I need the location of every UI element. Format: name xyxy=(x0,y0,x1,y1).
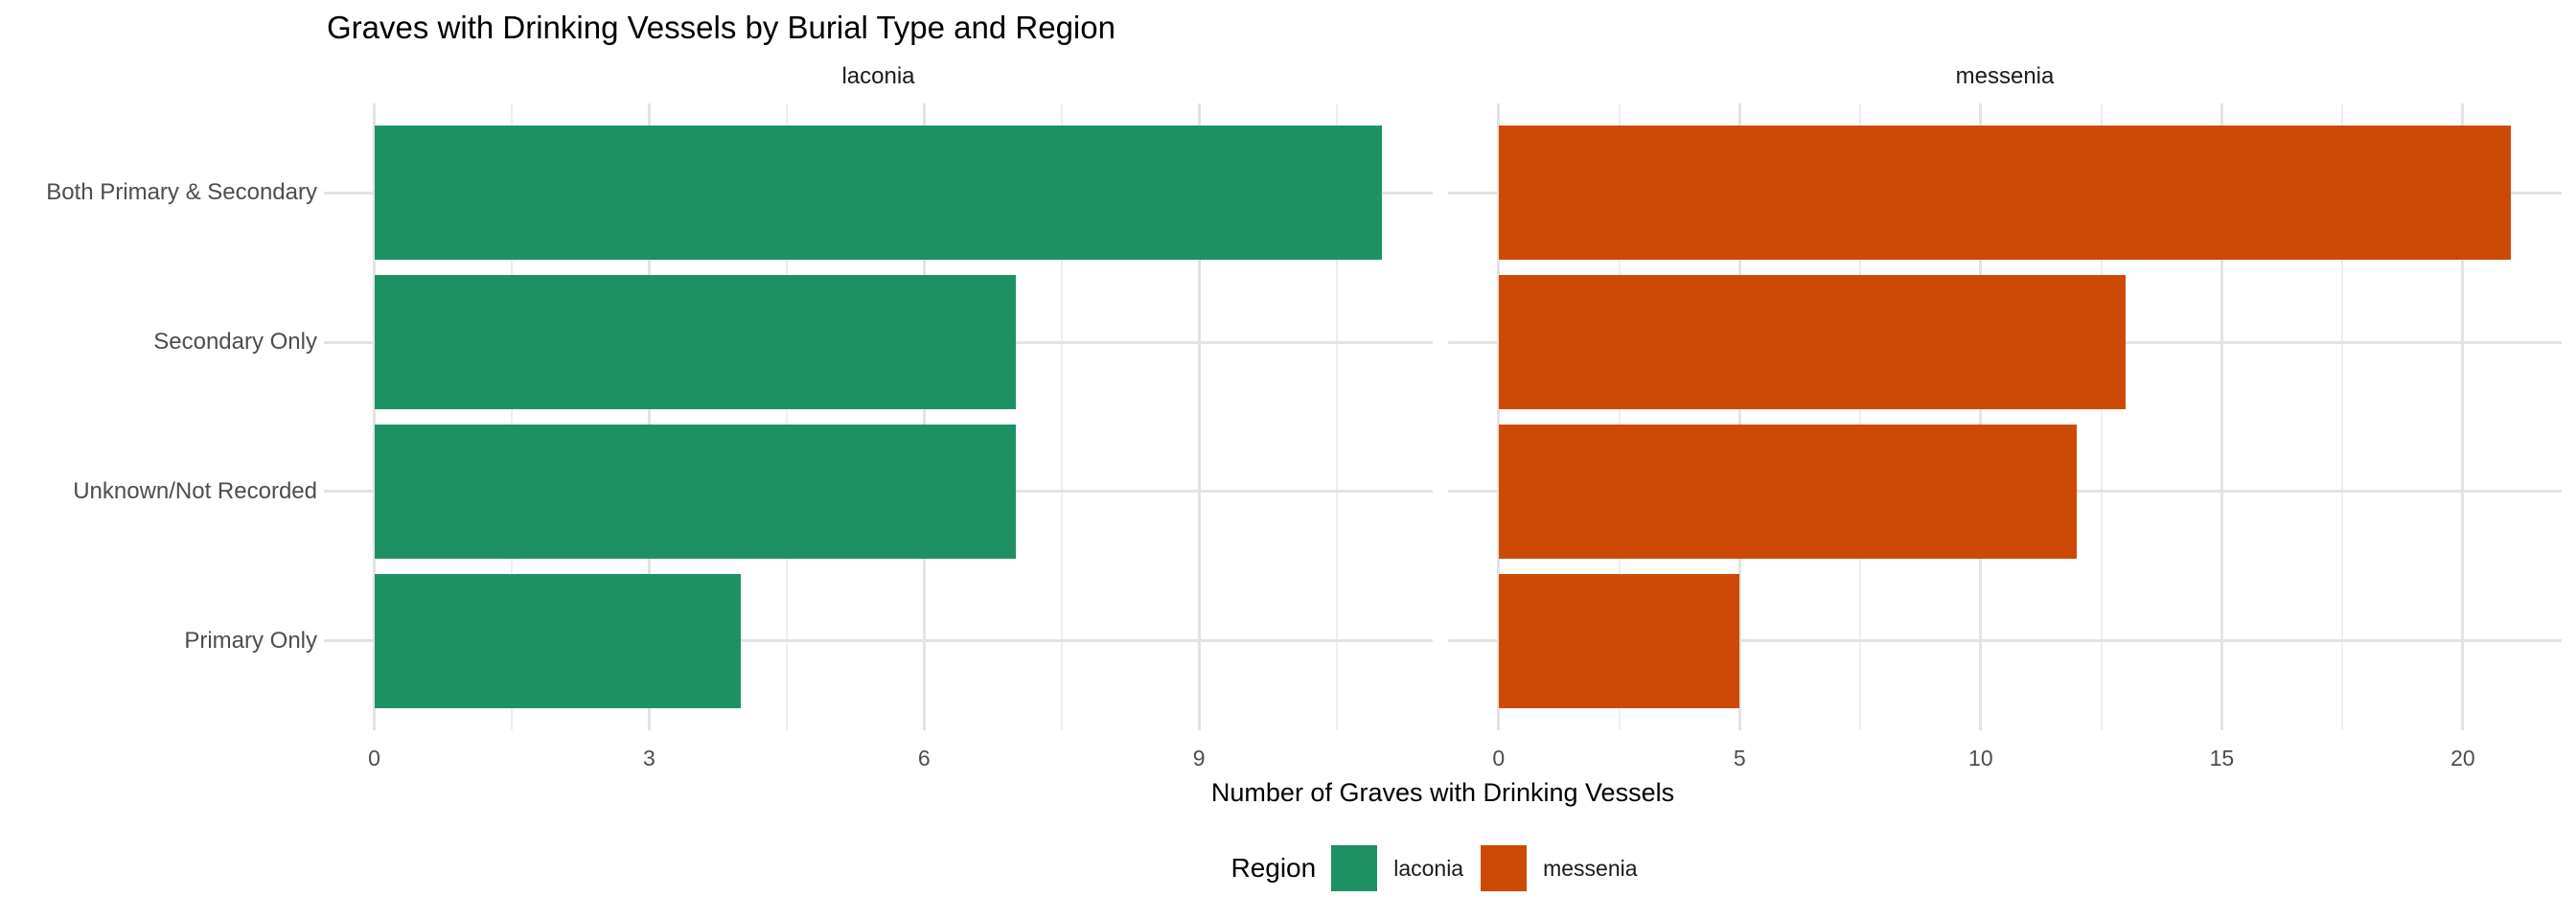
bar-laconia-2 xyxy=(374,424,1016,559)
x-tick-label: 0 xyxy=(1492,746,1506,770)
gridline-x-major xyxy=(1737,104,1741,730)
gridline-x-major xyxy=(373,104,377,730)
gridline-x-major xyxy=(922,104,926,730)
gridline-x-major xyxy=(2220,104,2223,730)
facet-strip-label-laconia: laconia xyxy=(841,63,915,89)
gridline-x-minor xyxy=(2341,104,2344,730)
x-tick-label: 9 xyxy=(1192,746,1206,770)
legend: Region laconia messenia xyxy=(324,845,2562,891)
bar-messenia-1 xyxy=(1498,275,2126,410)
x-tick-label: 5 xyxy=(1733,746,1746,770)
gridline-x-minor xyxy=(511,104,514,730)
gridline-y-major xyxy=(324,639,1433,643)
gridline-x-major xyxy=(1497,104,1501,730)
legend-item-label-messenia: messenia xyxy=(1543,855,1638,881)
legend-swatch-messenia xyxy=(1481,845,1528,891)
gridline-x-major xyxy=(1979,104,1983,730)
gridline-x-minor xyxy=(1060,104,1063,730)
gridline-x-major xyxy=(1197,104,1201,730)
y-axis-category-label: Both Primary & Secondary xyxy=(46,179,317,206)
gridline-x-major xyxy=(647,104,651,730)
x-tick-label: 3 xyxy=(643,746,656,770)
x-tick-label: 10 xyxy=(1968,746,1993,770)
chart-panel-messenia: 0 5 10 15 20 xyxy=(1448,104,2562,770)
legend-item-label-laconia: laconia xyxy=(1393,855,1464,881)
bar-messenia-2 xyxy=(1498,424,2078,559)
gridline-x-major xyxy=(2461,104,2465,730)
gridline-x-minor xyxy=(1859,104,1862,730)
chart-panel-laconia: 0 3 6 9 xyxy=(324,104,1433,770)
bar-laconia-3 xyxy=(374,573,742,708)
gridline-x-minor xyxy=(2100,104,2103,730)
x-tick-label: 0 xyxy=(368,746,380,770)
x-tick-label: 6 xyxy=(917,746,931,770)
chart-title: Graves with Drinking Vessels by Burial T… xyxy=(327,10,1116,45)
y-axis-category-label: Secondary Only xyxy=(153,329,317,356)
y-axis-category-label: Primary Only xyxy=(184,627,317,654)
gridline-x-minor xyxy=(1335,104,1338,730)
gridline-x-minor xyxy=(1618,104,1621,730)
x-tick-label: 20 xyxy=(2450,746,2475,770)
gridline-y-major xyxy=(1448,639,2562,643)
legend-title: Region xyxy=(1230,853,1317,883)
bar-laconia-0 xyxy=(374,126,1383,261)
bar-messenia-3 xyxy=(1498,573,1740,708)
bar-messenia-0 xyxy=(1498,126,2512,261)
y-axis-category-label: Unknown/Not Recorded xyxy=(73,477,317,504)
x-tick-label: 15 xyxy=(2209,746,2235,770)
bar-laconia-1 xyxy=(374,275,1016,410)
gridline-x-minor xyxy=(785,104,788,730)
facet-strip-label-messenia: messenia xyxy=(1955,63,2055,89)
legend-swatch-laconia xyxy=(1331,845,1378,891)
x-axis-title: Number of Graves with Drinking Vessels xyxy=(1210,778,1675,807)
